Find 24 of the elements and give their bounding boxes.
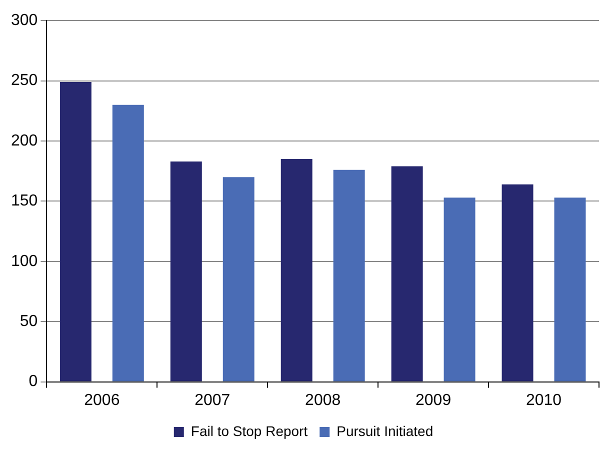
bar [60,82,92,382]
x-tick-label: 2009 [416,392,452,409]
bar [170,161,202,382]
y-tick-label: 300 [10,12,38,30]
y-tick-label: 100 [10,252,38,270]
y-tick-label: 150 [10,192,38,210]
y-tick-label: 250 [10,72,38,90]
legend-label: Pursuit Initiated [336,422,434,439]
bar [280,159,312,382]
bar [391,166,423,382]
y-tick-label: 50 [20,313,38,330]
y-tick-label: 200 [10,132,38,150]
x-tick-label: 2008 [305,392,341,409]
x-tick-label: 2007 [194,392,230,409]
bar [444,198,476,382]
bar [554,198,586,382]
bar [502,184,534,382]
bar [112,104,144,382]
legend-label: Fail to Stop Report [190,422,308,439]
bar [222,177,254,382]
x-tick-label: 2010 [526,392,562,409]
bar [333,170,365,382]
x-tick-label: 2006 [84,392,120,409]
y-tick-label: 0 [28,373,38,390]
